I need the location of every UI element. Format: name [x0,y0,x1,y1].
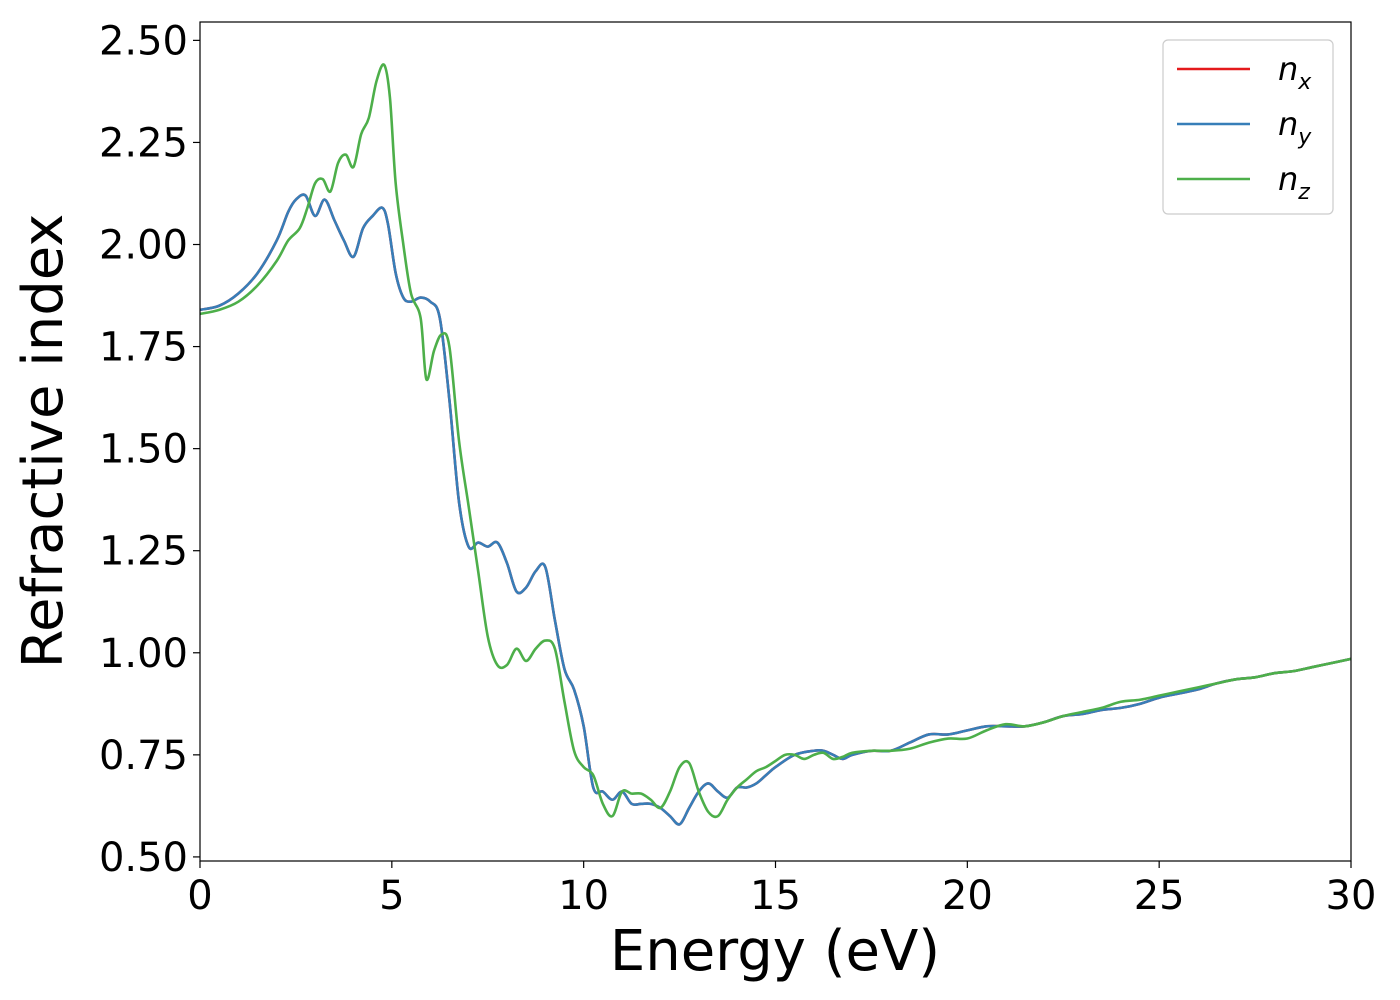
y-tick-label: 1.50 [99,427,188,473]
y-tick-label: 2.00 [99,223,188,269]
x-tick-label: 5 [379,873,404,919]
y-tick-label: 2.25 [99,120,188,166]
y-axis-ticks: 0.50 0.75 1.00 1.25 1.50 1.75 2.00 2.25 2.50 [99,18,200,881]
legend: nx ny nz [1162,39,1334,215]
x-tick-label: 0 [187,873,212,919]
x-axis-ticks: 0 5 10 15 20 25 30 [187,861,1376,919]
x-tick-label: 25 [1134,873,1185,919]
legend-label-y: ny [1278,105,1312,150]
legend-label-x: nx [1278,50,1312,95]
x-tick-label: 20 [942,873,993,919]
x-axis-label: Energy (eV) [610,919,940,984]
legend-box [1162,39,1334,215]
plot-background [200,22,1351,861]
series-line-z [199,63,1352,819]
legend-label-z: nz [1278,160,1310,205]
y-tick-label: 1.00 [99,631,188,677]
x-tick-label: 15 [750,873,801,919]
y-tick-label: 1.25 [99,529,188,575]
y-tick-label: 0.75 [99,733,188,779]
x-tick-label: 10 [558,873,609,919]
y-tick-label: 2.50 [99,18,188,64]
y-tick-label: 0.50 [99,835,188,881]
y-tick-label: 1.75 [99,325,188,371]
y-axis-label: Refractive index [11,214,76,669]
series-layer [199,63,1352,826]
x-tick-label: 30 [1326,873,1377,919]
